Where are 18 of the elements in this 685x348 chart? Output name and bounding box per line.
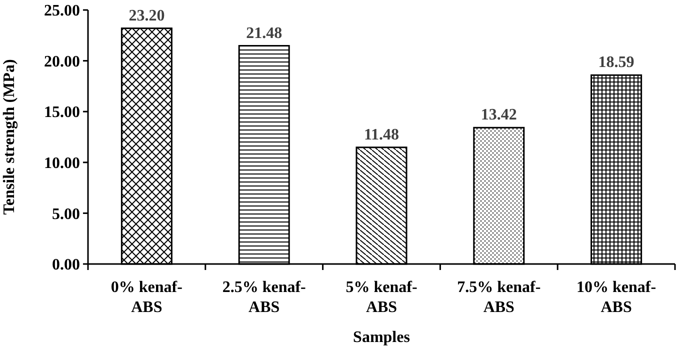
y-tick-label: 15.00 [44,104,80,122]
data-label: 13.42 [480,106,517,124]
x-tick-label: 7.5% kenaf-ABS [457,279,541,316]
data-label: 11.48 [364,126,400,144]
y-tick-label: 20.00 [44,53,80,70]
x-tick-label: 5% kenaf-ABS [346,279,418,316]
y-tick-label: 25.00 [44,2,80,20]
y-axis-title: Tensile strength (MPa) [1,59,18,215]
x-tick-label: 2.5% kenaf-ABS [222,279,306,316]
data-label: 21.48 [246,24,282,42]
y-tick-label: 0.00 [52,256,80,274]
y-tick-label: 10.00 [44,155,80,172]
x-axis-title: Samples [353,329,410,346]
data-label: 18.59 [598,54,634,72]
x-tick-label: 0% kenaf-ABS [110,279,182,316]
x-tick-label: 10% kenaf-ABS [576,279,656,316]
y-tick-label: 5.00 [52,206,80,223]
data-label: 23.20 [128,7,165,24]
